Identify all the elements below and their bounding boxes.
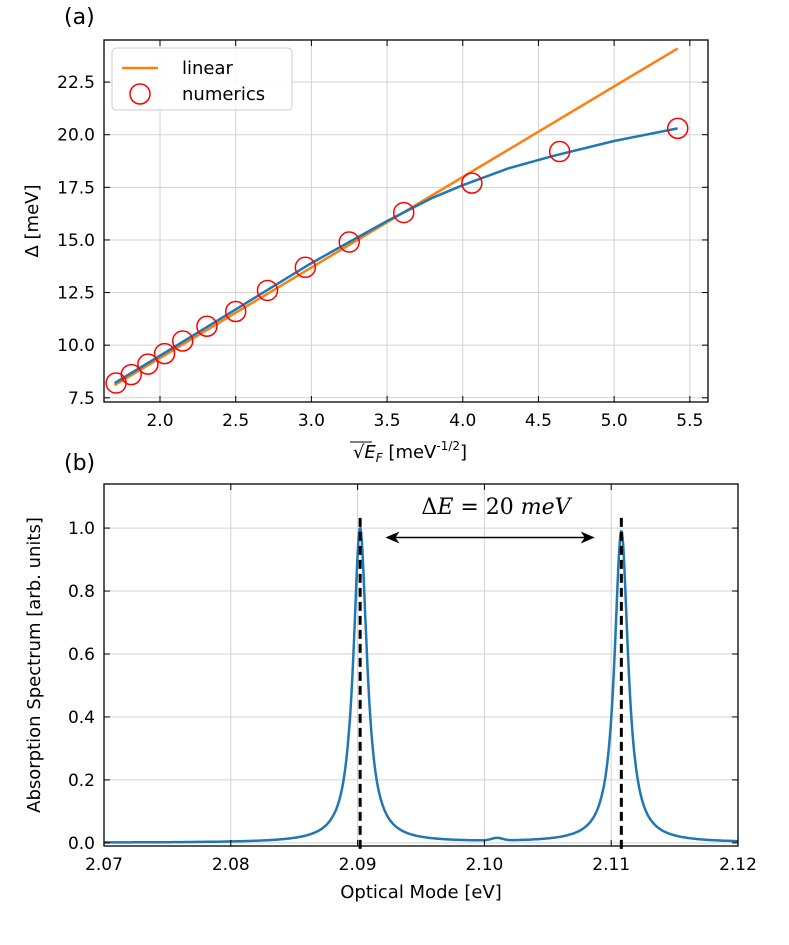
legend-numerics-swatch: [129, 83, 151, 105]
panel-b-xtick-label: 2.07: [85, 855, 123, 875]
series-numerics-point: [392, 201, 415, 224]
series-numerics-point: [153, 342, 176, 365]
panel-a-ytick-label: 17.5: [57, 178, 95, 198]
panel-b-xtick-label: 2.09: [339, 855, 377, 875]
series-numerics-point: [120, 363, 142, 386]
panel-a-xlabel: √EF [meV-1/2]: [353, 439, 467, 465]
panel-a-xtick-label: 3.0: [298, 411, 325, 431]
series-numerics-point: [294, 256, 317, 279]
panel-a-grid: [104, 40, 708, 402]
panel-a-xtick-label: 2.0: [146, 411, 173, 431]
panel-b-grid: [103, 484, 739, 846]
legend-linear-label: linear: [182, 58, 234, 79]
panel-b-annotation: ΔE = 20 meV: [385, 495, 595, 544]
panel-a-ytick-label: 10.0: [57, 336, 95, 356]
series-fit-line: [113, 127, 678, 385]
panel-a-ylabel: Δ [meV]: [22, 184, 43, 257]
series-absorption-line: [103, 526, 739, 844]
panel-b-ytick-label: 1.0: [68, 519, 95, 539]
panel-a: (a) 2.0 2.5 3.0 3.5 4.0 4.5 5.0 5.5 7.5 10.0 12.5 1…: [22, 5, 709, 465]
panel-a-xtick-label: 5.5: [676, 411, 703, 431]
panel-a-frame: [103, 39, 709, 403]
panel-b-xtick-label: 2.11: [592, 855, 630, 875]
panel-b-ytick-label: 0.2: [68, 771, 95, 791]
panel-a-series: [105, 47, 689, 394]
delta-e-arrow-left-head: [385, 531, 400, 544]
series-numerics-point: [666, 117, 689, 140]
panel-b-ytick-label: 0.8: [68, 582, 95, 602]
legend-box: [111, 47, 293, 111]
series-numerics-point: [171, 330, 194, 352]
panel-a-label: (a): [64, 5, 95, 30]
panel-a-xtick-label: 5.0: [601, 411, 628, 431]
panel-a-xtick-label: 3.5: [374, 411, 401, 431]
panel-b-xtick-label: 2.10: [465, 855, 503, 875]
panel-b-ytick-label: 0.4: [68, 708, 95, 728]
panel-b-xtick-label: 2.12: [719, 855, 757, 875]
series-numerics-point: [137, 353, 159, 375]
panel-b-xtick-label: 2.08: [212, 855, 250, 875]
panel-a-xtick-label: 2.5: [222, 411, 249, 431]
panel-b-ytick-label: 0.6: [68, 645, 95, 665]
panel-b-ticks: 2.07 2.08 2.09 2.10 2.11 2.12 0.0 0.2 0.4 0.6 0.8 1…: [68, 484, 757, 875]
panel-a-xtick-label: 4.5: [525, 411, 552, 431]
panel-a-ytick-label: 12.5: [57, 284, 95, 304]
series-numerics-point: [224, 300, 247, 323]
series-numerics-point: [548, 140, 571, 163]
panel-b: (b) 2.07 2.08 2.09 2.10 2.11 2.12 0.0 0.2 0.4 0.6…: [24, 451, 757, 903]
panel-b-series: [103, 515, 739, 849]
panel-a-ytick-label: 22.5: [57, 73, 95, 93]
panel-b-frame: [103, 483, 739, 847]
panel-b-label: (b): [64, 451, 95, 476]
panel-a-legend: linear numerics: [111, 47, 293, 111]
panel-a-ytick-label: 15.0: [57, 231, 95, 251]
panel-a-ticks: 2.0 2.5 3.0 3.5 4.0 4.5 5.0 5.5 7.5 10.0 12.5 15.0 1…: [57, 40, 708, 431]
panel-b-ytick-label: 0.0: [68, 834, 95, 854]
delta-e-label: ΔE = 20 meV: [421, 495, 572, 520]
panel-a-xtick-label: 4.0: [449, 411, 476, 431]
panel-a-ytick-label: 7.5: [68, 389, 95, 409]
panel-b-ylabel: Absorption Spectrum [arb. units]: [24, 517, 45, 813]
series-numerics-point: [256, 279, 279, 302]
series-numerics-point: [461, 172, 483, 194]
series-numerics-point: [338, 231, 360, 253]
panel-b-xlabel: Optical Mode [eV]: [340, 882, 502, 903]
delta-e-arrow-right-head: [580, 531, 595, 544]
legend-numerics-label: numerics: [182, 84, 265, 105]
series-numerics-point: [196, 315, 218, 337]
panel-a-ytick-label: 20.0: [57, 126, 95, 146]
